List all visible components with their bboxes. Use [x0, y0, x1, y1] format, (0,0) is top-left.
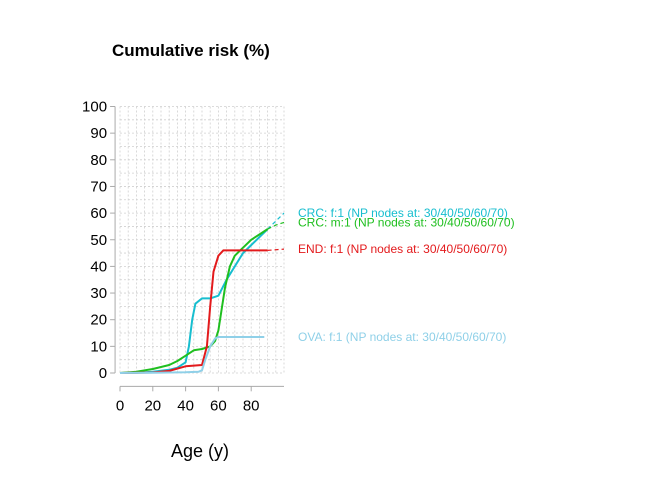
x-axis-label: Age (y) [171, 441, 229, 461]
series-line-extension [267, 248, 285, 251]
axes: 0 10 20 30 40 50 60 70 80 90 100 0 20 40 60 80 [82, 99, 284, 414]
series-label: CRC: m:1 (NP nodes at: 30/40/50/60/70) [298, 215, 515, 229]
chart-title: Cumulative risk (%) [112, 41, 270, 60]
series-lines [119, 212, 285, 374]
series-line-extension [267, 221, 285, 230]
series-line-extension [267, 212, 285, 230]
x-tick-label: 80 [243, 397, 260, 414]
y-tick-label: 40 [90, 258, 107, 275]
y-tick-label: 50 [90, 232, 107, 249]
series-line [119, 336, 265, 374]
series-label: OVA: f:1 (NP nodes at: 30/40/50/60/70) [298, 330, 506, 344]
series-line [119, 228, 269, 374]
y-tick-label: 90 [90, 125, 107, 142]
y-tick-label: 60 [90, 205, 107, 222]
x-tick-label: 60 [210, 397, 227, 414]
series-line [119, 249, 268, 374]
y-tick-label: 80 [90, 152, 107, 169]
y-tick-label: 30 [90, 285, 107, 302]
x-tick-label: 40 [177, 397, 194, 414]
x-tick-label: 0 [116, 397, 124, 414]
series-line [119, 228, 269, 374]
series-label: CRC: f:1 (NP nodes at: 30/40/50/60/70) [298, 206, 508, 220]
x-tick-label: 20 [144, 397, 161, 414]
grid [119, 106, 285, 374]
y-tick-label: 20 [90, 312, 107, 329]
y-tick-label: 100 [82, 99, 107, 116]
y-tick-label: 0 [99, 365, 107, 382]
series-label: END: f:1 (NP nodes at: 30/40/50/60/70) [298, 242, 507, 256]
y-tick-label: 10 [90, 338, 107, 355]
y-tick-label: 70 [90, 178, 107, 195]
series-labels: CRC: f:1 (NP nodes at: 30/40/50/60/70)CR… [298, 206, 515, 344]
